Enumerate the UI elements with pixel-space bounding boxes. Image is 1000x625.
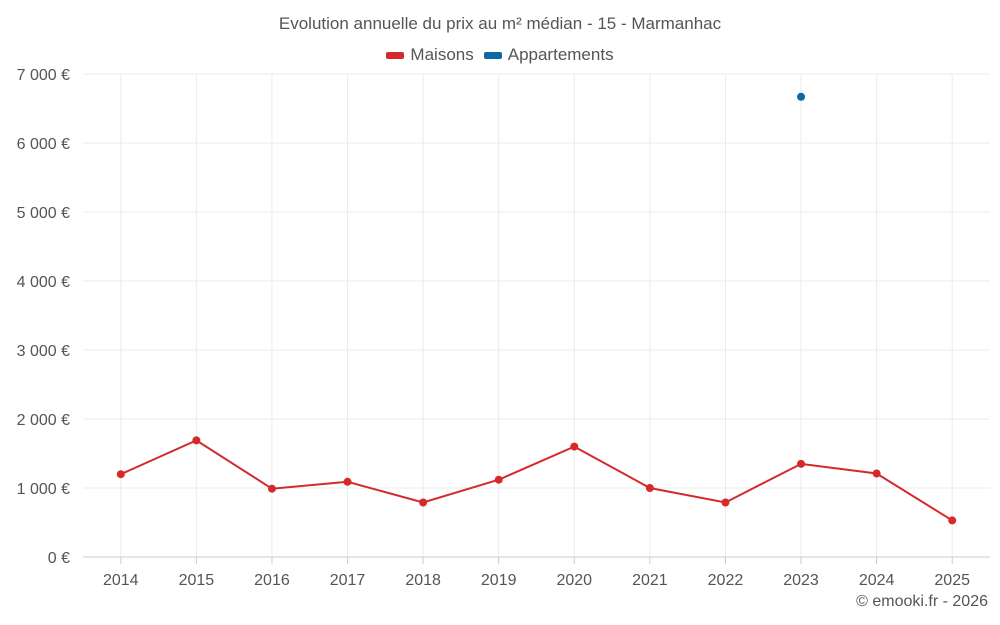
- x-tick-label: 2020: [556, 572, 592, 589]
- x-tick-label: 2023: [783, 572, 819, 589]
- x-tick-label: 2015: [179, 572, 215, 589]
- x-tick-label: 2025: [934, 572, 970, 589]
- y-tick-label: 7 000 €: [17, 67, 70, 84]
- y-tick-label: 5 000 €: [17, 205, 70, 222]
- legend-swatch-maisons: [386, 51, 405, 59]
- x-tick-label: 2014: [103, 572, 139, 589]
- data-point-maisons[interactable]: [494, 475, 503, 484]
- data-point-maisons[interactable]: [645, 484, 654, 492]
- x-tick-label: 2019: [481, 572, 517, 589]
- y-tick-label: 2 000 €: [17, 412, 70, 429]
- legend-label-maisons: Maisons: [410, 45, 474, 64]
- data-point-maisons[interactable]: [570, 442, 579, 451]
- data-point-maisons[interactable]: [721, 498, 730, 507]
- credit-text: © emooki.fr - 2026: [856, 593, 988, 610]
- legend-item-maisons[interactable]: Maisons: [386, 45, 474, 65]
- x-tick-label: 2024: [859, 572, 895, 589]
- data-point-maisons[interactable]: [192, 436, 201, 445]
- chart-title: Evolution annuelle du prix au m² médian …: [278, 14, 722, 33]
- y-tick-label: 4 000 €: [17, 274, 70, 291]
- series-line-maisons: [120, 439, 953, 522]
- legend-item-appartements[interactable]: Appartements: [483, 45, 614, 65]
- data-point-maisons[interactable]: [872, 469, 881, 478]
- legend-swatch-appartements: [483, 51, 502, 59]
- legend-label-appartements: Appartements: [507, 45, 614, 64]
- y-tick-label: 1 000 €: [17, 481, 70, 498]
- x-tick-label: 2018: [405, 572, 441, 589]
- y-tick-label: 6 000 €: [17, 136, 70, 153]
- x-tick-label: 2021: [632, 572, 668, 589]
- legend: Maisons Appartements: [0, 45, 1000, 65]
- data-point-appartements[interactable]: [797, 92, 806, 101]
- x-tick-label: 2016: [254, 572, 290, 589]
- data-point-maisons[interactable]: [267, 484, 276, 493]
- x-tick-label: 2022: [708, 572, 744, 589]
- data-point-maisons[interactable]: [419, 498, 428, 507]
- data-point-maisons[interactable]: [116, 470, 125, 479]
- x-tick-label: 2017: [330, 572, 366, 589]
- y-tick-label: 3 000 €: [17, 343, 70, 360]
- data-point-maisons[interactable]: [948, 516, 957, 525]
- y-tick-label: 0 €: [48, 550, 70, 567]
- data-point-maisons[interactable]: [797, 459, 806, 468]
- data-point-maisons[interactable]: [343, 477, 352, 486]
